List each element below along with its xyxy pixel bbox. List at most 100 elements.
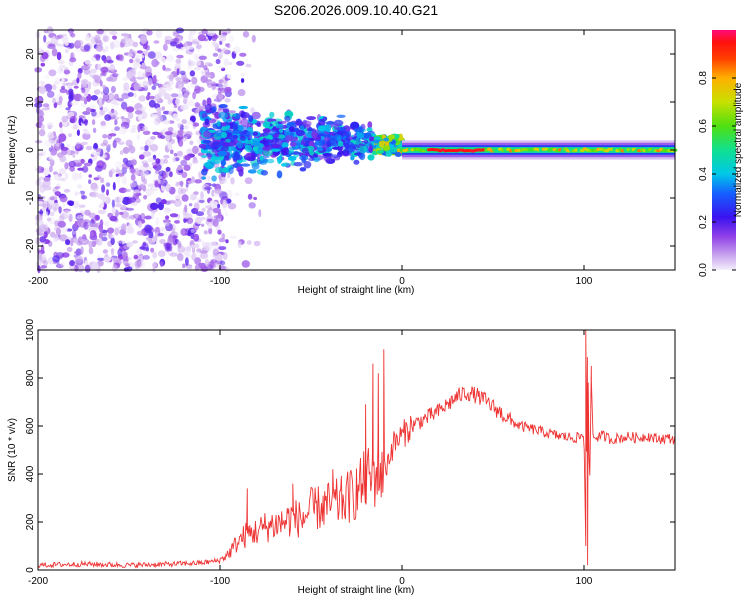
heatmap-noise-blob <box>169 73 174 82</box>
heatmap-noise-blob <box>176 93 183 99</box>
heatmap-noise-blob <box>51 48 58 57</box>
heatmap-noise-blob <box>84 59 91 65</box>
snr-y-tick-label: 800 <box>25 369 36 386</box>
heatmap-noise-blob <box>122 77 129 81</box>
heatmap-cluster-blob <box>367 154 375 161</box>
heatmap-cluster-blob <box>223 108 230 113</box>
heatmap-noise-blob <box>49 211 55 217</box>
heatmap-noise-blob <box>46 217 52 222</box>
heatmap-noise-blob <box>192 91 197 100</box>
heatmap-cluster-blob <box>202 130 212 138</box>
heatmap-x-axis-label: Height of straight line (km) <box>298 285 415 296</box>
heatmap-noise-blob <box>187 58 192 67</box>
heatmap-noise-blob <box>177 122 182 129</box>
heatmap-noise-blob <box>217 48 222 53</box>
heatmap-cluster-blob <box>211 175 217 182</box>
heatmap-noise-blob <box>194 208 199 212</box>
heatmap-noise-blob <box>120 116 125 120</box>
heatmap-noise-blob <box>134 110 143 115</box>
heatmap-noise-blob <box>169 213 179 218</box>
heatmap-noise-blob <box>165 166 171 172</box>
heatmap-noise-blob <box>204 62 212 67</box>
heatmap-noise-blob <box>193 233 200 242</box>
heatmap-cluster-blob <box>223 156 230 161</box>
heatmap-noise-blob <box>168 111 174 116</box>
heatmap-noise-blob <box>186 85 190 92</box>
heatmap-noise-blob <box>246 240 252 245</box>
heatmap-noise-blob <box>127 112 134 119</box>
heatmap-noise-blob <box>203 230 208 235</box>
heatmap-cluster-blob <box>218 111 229 120</box>
heatmap-noise-blob <box>66 246 73 253</box>
heatmap-noise-blob <box>69 42 75 49</box>
heatmap-noise-blob <box>142 151 152 157</box>
snr-x-tick-label: -100 <box>210 576 230 587</box>
heatmap-band-blob <box>379 140 386 145</box>
heatmap-noise-blob <box>80 238 87 244</box>
heatmap-noise-blob <box>161 199 167 205</box>
heatmap-noise-blob <box>93 89 101 95</box>
heatmap-cluster-blob <box>246 156 256 162</box>
heatmap-noise-blob <box>98 224 104 231</box>
heatmap-cluster-blob <box>301 147 309 154</box>
heatmap-noise-blob <box>215 58 221 65</box>
heatmap-noise-blob <box>155 170 160 175</box>
heatmap-noise-blob <box>187 65 193 70</box>
heatmap-noise-blob <box>237 89 246 97</box>
heatmap-noise-blob <box>177 150 183 156</box>
heatmap-noise-blob <box>153 40 160 44</box>
heatmap-y-tick-label: -10 <box>25 190 36 205</box>
heatmap-noise-blob <box>70 33 76 38</box>
heatmap-noise-blob <box>186 120 193 125</box>
heatmap-noise-blob <box>78 115 85 119</box>
heatmap-cluster-blob <box>318 118 326 126</box>
heatmap-noise-blob <box>148 99 156 108</box>
heatmap-noise-blob <box>247 193 253 200</box>
heatmap-noise-blob <box>148 77 153 86</box>
heatmap-noise-blob <box>99 125 108 129</box>
heatmap-noise-blob <box>217 65 225 69</box>
heatmap-noise-blob <box>113 102 120 106</box>
heatmap-noise-blob <box>250 107 255 114</box>
heatmap-noise-blob <box>206 79 213 89</box>
heatmap-noise-blob <box>80 246 84 255</box>
heatmap-cluster-blob <box>316 135 322 142</box>
heatmap-noise-blob <box>82 210 86 216</box>
heatmap-noise-blob <box>80 158 85 164</box>
heatmap-noise-blob <box>65 107 71 111</box>
heatmap-noise-blob <box>96 175 102 180</box>
heatmap-noise-blob <box>138 154 145 160</box>
heatmap-cluster-blob <box>358 126 363 133</box>
heatmap-cluster-blob <box>261 132 269 136</box>
heatmap-noise-blob <box>184 204 188 213</box>
heatmap-noise-blob <box>161 179 168 187</box>
heatmap-cluster-blob <box>287 156 297 161</box>
heatmap-noise-blob <box>167 143 173 150</box>
heatmap-noise-blob <box>49 159 55 167</box>
heatmap-noise-blob <box>58 96 63 103</box>
heatmap-noise-blob <box>84 260 89 267</box>
heatmap-noise-blob <box>116 175 121 184</box>
heatmap-noise-blob <box>65 239 71 246</box>
heatmap-noise-blob <box>142 80 149 89</box>
heatmap-noise-blob <box>155 30 163 39</box>
heatmap-noise-blob <box>57 34 64 39</box>
heatmap-noise-blob <box>157 232 164 237</box>
heatmap-noise-blob <box>212 248 220 256</box>
heatmap-cluster-blob <box>273 134 280 138</box>
heatmap-noise-blob <box>175 194 182 200</box>
heatmap-noise-blob <box>69 57 77 63</box>
heatmap-cluster-blob <box>245 144 253 153</box>
heatmap-noise-blob <box>112 182 116 191</box>
heatmap-noise-blob <box>163 229 168 237</box>
heatmap-noise-blob <box>42 200 50 209</box>
heatmap-noise-blob <box>230 177 235 185</box>
heatmap-noise-blob <box>56 52 62 61</box>
heatmap-noise-blob <box>91 151 101 156</box>
heatmap-noise-blob <box>253 196 257 201</box>
heatmap-noise-blob <box>218 237 226 243</box>
heatmap-noise-blob <box>88 179 92 185</box>
heatmap-noise-blob <box>143 163 150 168</box>
heatmap-noise-blob <box>191 38 198 45</box>
